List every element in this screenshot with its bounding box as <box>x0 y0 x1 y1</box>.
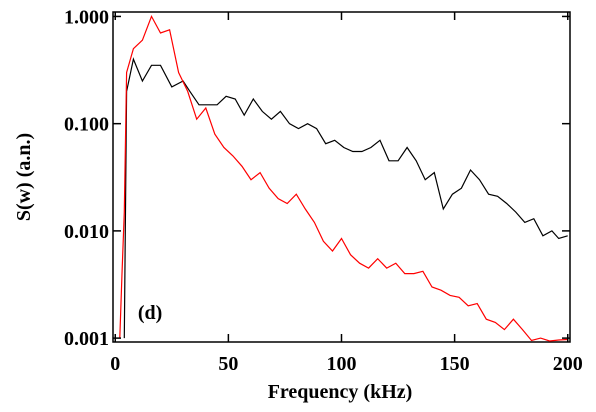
x-tick-label: 50 <box>218 353 238 375</box>
plot-frame <box>112 11 571 343</box>
x-tick-label: 150 <box>440 353 470 375</box>
data-line <box>123 57 568 339</box>
x-tick-label: 200 <box>553 353 583 375</box>
x-axis-label: Frequency (kHz) <box>268 381 413 403</box>
y-tick-label: 1.000 <box>64 6 109 28</box>
plot-area <box>119 14 568 342</box>
x-tick-label: 0 <box>110 353 120 375</box>
annotation: (d) <box>138 302 162 324</box>
y-tick-label: 0.001 <box>64 328 109 350</box>
y-tick-label: 0.100 <box>64 114 109 136</box>
y-tick-label: 0.010 <box>64 221 109 243</box>
data-line <box>119 14 568 342</box>
x-tick-label: 100 <box>327 353 357 375</box>
y-axis-label: S(w) (a.n.) <box>13 133 35 221</box>
